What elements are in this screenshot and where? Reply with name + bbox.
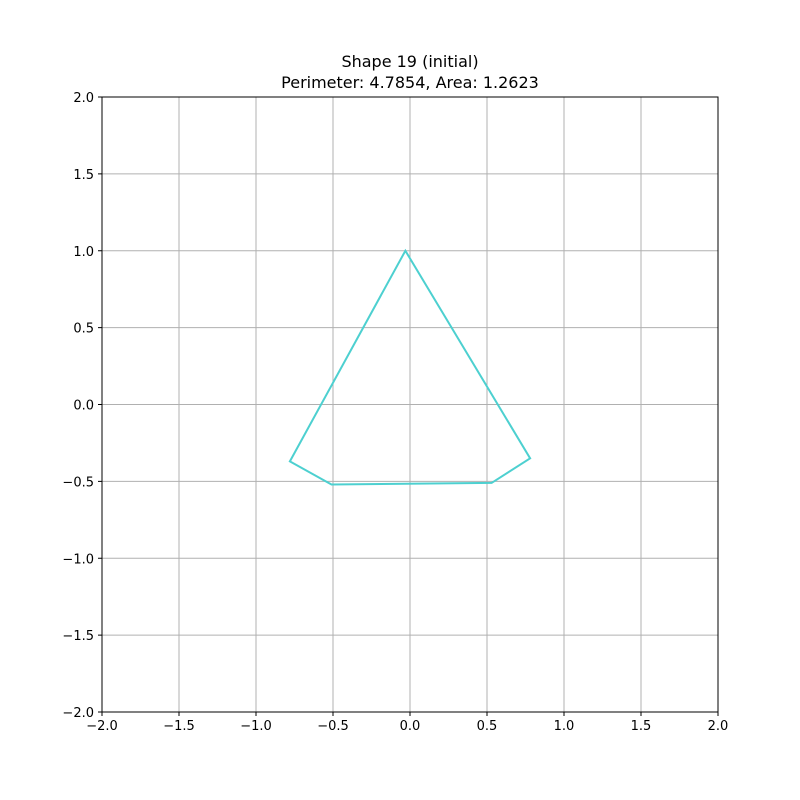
axis-ticks: −2.0 −1.5 −1.0 −0.5 0.0 0.5 1.0 1.5 2.0 −2.0 −1.5 −… [62,91,728,734]
y-tick-label: −2.0 [62,706,94,721]
x-tick-label: −1.0 [240,719,272,734]
x-tick-label: 0.0 [400,719,421,734]
plot-area [288,248,532,486]
y-tick-label: −1.0 [62,552,94,567]
x-tick-label: 1.5 [631,719,652,734]
chart-title: Shape 19 (initial) [341,52,478,71]
y-tick-label: −0.5 [62,475,94,490]
shape-outline [288,248,532,486]
x-tick-label: −2.0 [86,719,118,734]
y-tick-label: 0.0 [73,399,94,414]
x-tick-label: 2.0 [708,719,729,734]
y-tick-label: 0.5 [73,322,94,337]
y-tick-label: 1.0 [73,245,94,260]
x-tick-label: 1.0 [554,719,575,734]
y-tick-label: 2.0 [73,91,94,106]
grid [101,96,719,713]
x-tick-label: 0.5 [477,719,498,734]
x-tick-label: −1.5 [163,719,195,734]
y-tick-label: 1.5 [73,168,94,183]
chart-subtitle: Perimeter: 4.7854, Area: 1.2623 [281,73,539,92]
y-tick-label: −1.5 [62,629,94,644]
x-tick-label: −0.5 [317,719,349,734]
